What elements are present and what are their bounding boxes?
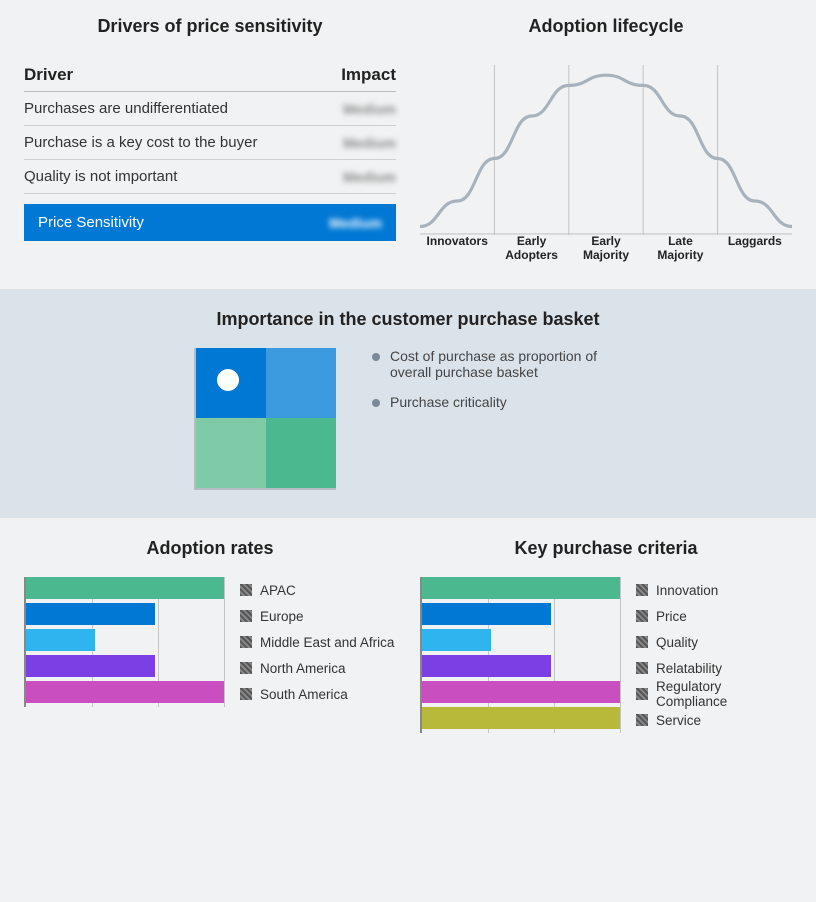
lifecycle-segment-label: Laggards — [718, 234, 792, 263]
bottom-section: Adoption rates APAC Europe Middle East and… — [0, 518, 816, 767]
bullet-icon — [372, 353, 380, 361]
bar — [26, 681, 224, 703]
lifecycle-segment-label: EarlyAdopters — [494, 234, 568, 263]
purchase-basket-legend: Cost of purchase as proportion of overal… — [372, 348, 622, 424]
legend-label: Middle East and Africa — [260, 635, 394, 650]
legend-item: APAC — [240, 577, 396, 603]
legend-swatch-icon — [240, 662, 252, 674]
adoption-rates-title: Adoption rates — [24, 538, 396, 559]
table-row: Purchases are undifferentiated Medium — [24, 92, 396, 126]
quadrant-bottom-right — [266, 418, 336, 488]
legend-swatch-icon — [240, 636, 252, 648]
adoption-lifecycle-chart: InnovatorsEarlyAdoptersEarlyMajorityLate… — [420, 65, 792, 265]
legend-label: Quality — [656, 635, 698, 650]
legend-label: Innovation — [656, 583, 718, 598]
price-sensitivity-table: Driver Impact Purchases are undifferenti… — [24, 65, 396, 241]
legend-label: APAC — [260, 583, 296, 598]
legend-swatch-icon — [636, 662, 648, 674]
quadrant-bottom-left — [196, 418, 266, 488]
adoption-rates-chart: APAC Europe Middle East and Africa North Am… — [24, 577, 396, 707]
bar — [422, 603, 551, 625]
legend-item: Price — [636, 603, 792, 629]
bar — [422, 707, 620, 729]
legend-swatch-icon — [636, 688, 648, 700]
driver-cell: Quality is not important — [24, 168, 177, 185]
key-purchase-criteria-title: Key purchase criteria — [420, 538, 792, 559]
price-sensitivity-title: Drivers of price sensitivity — [24, 16, 396, 37]
driver-cell: Purchase is a key cost to the buyer — [24, 134, 257, 151]
adoption-rates-bars — [24, 577, 224, 707]
purchase-basket-panel: Importance in the customer purchase bask… — [0, 289, 816, 518]
legend-item: Middle East and Africa — [240, 629, 396, 655]
impact-cell: Medium — [343, 101, 396, 117]
legend-swatch-icon — [240, 584, 252, 596]
key-purchase-criteria-bars — [420, 577, 620, 733]
quadrant-top-right — [266, 348, 336, 418]
legend-label: Service — [656, 713, 701, 728]
top-section: Drivers of price sensitivity Driver Impa… — [0, 0, 816, 289]
legend-item: Relatability — [636, 655, 792, 681]
adoption-rates-legend: APAC Europe Middle East and Africa North Am… — [240, 577, 396, 707]
header-driver: Driver — [24, 65, 73, 85]
legend-item: Quality — [636, 629, 792, 655]
bar — [422, 577, 620, 599]
table-header: Driver Impact — [24, 65, 396, 92]
legend-item: Regulatory Compliance — [636, 681, 792, 707]
bar — [26, 629, 95, 651]
legend-item: Purchase criticality — [372, 394, 622, 410]
adoption-lifecycle-panel: Adoption lifecycle InnovatorsEarlyAdopte… — [420, 16, 792, 265]
bar — [422, 655, 551, 677]
bar — [26, 577, 224, 599]
table-row: Purchase is a key cost to the buyer Mediu… — [24, 126, 396, 160]
impact-cell: Medium — [343, 169, 396, 185]
purchase-basket-content: Cost of purchase as proportion of overal… — [24, 348, 792, 490]
legend-swatch-icon — [636, 584, 648, 596]
summary-value: Medium — [329, 215, 382, 231]
lifecycle-labels: InnovatorsEarlyAdoptersEarlyMajorityLate… — [420, 234, 792, 263]
adoption-lifecycle-title: Adoption lifecycle — [420, 16, 792, 37]
legend-swatch-icon — [240, 610, 252, 622]
legend-swatch-icon — [636, 610, 648, 622]
legend-swatch-icon — [636, 636, 648, 648]
lifecycle-segment-label: Innovators — [420, 234, 494, 263]
legend-item: South America — [240, 681, 396, 707]
lifecycle-segment-label: LateMajority — [643, 234, 717, 263]
legend-label: South America — [260, 687, 348, 702]
legend-item: Innovation — [636, 577, 792, 603]
price-sensitivity-panel: Drivers of price sensitivity Driver Impa… — [24, 16, 396, 265]
bar — [422, 681, 620, 703]
key-purchase-criteria-chart: Innovation Price Quality Relatability Regula… — [420, 577, 792, 733]
price-sensitivity-summary: Price Sensitivity Medium — [24, 204, 396, 241]
legend-text: Cost of purchase as proportion of overal… — [390, 348, 622, 380]
bar — [422, 629, 491, 651]
key-purchase-criteria-panel: Key purchase criteria Innovation Price Qua… — [420, 538, 792, 733]
legend-label: Relatability — [656, 661, 722, 676]
key-purchase-criteria-legend: Innovation Price Quality Relatability Regula… — [636, 577, 792, 733]
legend-item: Service — [636, 707, 792, 733]
bar — [26, 603, 155, 625]
lifecycle-curve-svg — [420, 65, 792, 235]
legend-swatch-icon — [636, 714, 648, 726]
table-row: Quality is not important Medium — [24, 160, 396, 194]
bar — [26, 655, 155, 677]
driver-cell: Purchases are undifferentiated — [24, 100, 228, 117]
lifecycle-segment-label: EarlyMajority — [569, 234, 643, 263]
legend-text: Purchase criticality — [390, 394, 507, 410]
legend-item: North America — [240, 655, 396, 681]
purchase-basket-title: Importance in the customer purchase bask… — [24, 309, 792, 330]
legend-swatch-icon — [240, 688, 252, 700]
summary-label: Price Sensitivity — [38, 214, 144, 231]
quadrant-chart — [194, 348, 336, 490]
legend-label: North America — [260, 661, 346, 676]
legend-label: Regulatory Compliance — [656, 679, 792, 709]
legend-label: Price — [656, 609, 687, 624]
legend-item: Europe — [240, 603, 396, 629]
impact-cell: Medium — [343, 135, 396, 151]
adoption-rates-panel: Adoption rates APAC Europe Middle East and… — [24, 538, 396, 733]
bullet-icon — [372, 399, 380, 407]
legend-label: Europe — [260, 609, 304, 624]
header-impact: Impact — [341, 65, 396, 85]
legend-item: Cost of purchase as proportion of overal… — [372, 348, 622, 380]
